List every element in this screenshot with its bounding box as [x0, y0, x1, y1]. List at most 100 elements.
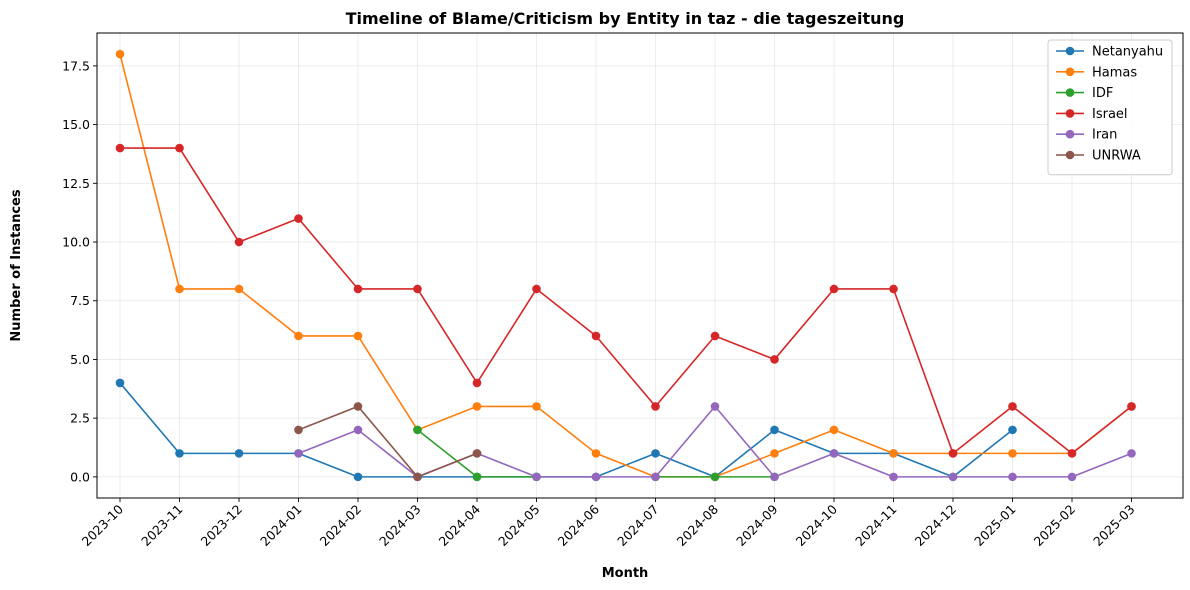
x-tick-label: 2023-10: [79, 501, 127, 549]
data-point: [1008, 472, 1017, 482]
data-point: [1008, 449, 1017, 458]
legend-marker: [1065, 109, 1075, 118]
data-point: [234, 237, 244, 247]
data-point: [353, 284, 363, 294]
data-point: [413, 472, 422, 482]
legend-marker: [1065, 46, 1075, 56]
data-point: [294, 425, 303, 435]
series-unrwa: [294, 402, 482, 482]
data-point: [413, 284, 422, 294]
legend-item-hamas: Hamas: [1056, 65, 1137, 80]
legend-label: UNRWA: [1092, 149, 1141, 164]
series-israel: [115, 143, 1136, 458]
y-tick-label: 10.0: [62, 235, 90, 250]
series-line: [298, 405, 478, 478]
data-point: [770, 472, 779, 482]
data-point: [472, 472, 482, 482]
data-point: [532, 284, 541, 294]
data-point: [472, 402, 482, 411]
x-tick-label: 2024-09: [733, 501, 781, 549]
data-point: [829, 425, 839, 435]
y-tick-label: 12.5: [62, 176, 90, 191]
data-point: [115, 378, 125, 388]
legend-marker: [1065, 129, 1075, 139]
data-point: [294, 331, 303, 341]
data-point: [1008, 425, 1017, 435]
data-point: [1067, 472, 1077, 482]
legend-marker: [1065, 67, 1075, 77]
data-point: [472, 378, 482, 388]
data-point: [353, 402, 363, 411]
data-point: [234, 284, 244, 294]
x-tick-label: 2024-12: [912, 502, 960, 550]
y-tick-label: 0.0: [70, 469, 90, 484]
data-point: [175, 143, 184, 153]
x-tick-label: 2024-07: [614, 502, 662, 550]
legend-label: Netanyahu: [1092, 45, 1163, 60]
legend-item-iran: Iran: [1056, 128, 1117, 143]
data-point: [651, 472, 660, 482]
legend-label: Israel: [1092, 107, 1128, 122]
legend-label: Hamas: [1092, 65, 1137, 80]
legend-label: IDF: [1092, 86, 1113, 101]
data-point: [651, 402, 660, 411]
x-axis: 2023-10 2023-11 2023-12 2024-01 2024-02 2024-…: [79, 498, 1138, 549]
grid: [97, 33, 1183, 498]
data-point: [353, 331, 363, 341]
data-point: [948, 449, 958, 458]
series-layer: [115, 49, 1136, 482]
data-point: [829, 449, 839, 458]
legend-item-unrwa: UNRWA: [1056, 149, 1141, 164]
data-point: [115, 143, 125, 153]
data-point: [353, 472, 363, 482]
data-point: [948, 472, 958, 482]
data-point: [175, 284, 184, 294]
x-tick-label: 2024-06: [555, 501, 603, 549]
data-point: [889, 284, 898, 294]
data-point: [651, 449, 660, 458]
x-axis-label: Month: [602, 566, 649, 581]
data-point: [234, 449, 244, 458]
x-tick-label: 2024-02: [317, 502, 365, 550]
x-tick-label: 2024-08: [674, 501, 722, 549]
x-tick-label: 2024-11: [852, 502, 900, 550]
series-hamas: [115, 49, 1136, 482]
y-tick-label: 5.0: [70, 352, 90, 367]
legend-label: Iran: [1092, 128, 1117, 143]
y-axis-label: Number of Instances: [9, 189, 24, 341]
x-tick-label: 2025-03: [1090, 502, 1138, 550]
data-point: [294, 214, 303, 223]
legend-item-netanyahu: Netanyahu: [1056, 45, 1163, 60]
data-point: [889, 472, 898, 482]
x-tick-label: 2025-01: [971, 502, 1019, 550]
data-point: [532, 402, 541, 411]
x-tick-label: 2023-11: [138, 502, 186, 550]
legend: Netanyahu Hamas IDF Israel Iran UNRWA: [1047, 39, 1173, 176]
data-point: [591, 472, 601, 482]
data-point: [1067, 449, 1077, 458]
y-tick-label: 2.5: [70, 411, 90, 426]
x-tick-label: 2024-10: [793, 501, 841, 549]
data-point: [710, 331, 720, 341]
data-point: [591, 331, 601, 341]
legend-item-israel: Israel: [1056, 107, 1128, 122]
chart-title: Timeline of Blame/Criticism by Entity in…: [346, 9, 905, 28]
legend-marker: [1065, 88, 1075, 97]
data-point: [591, 449, 601, 458]
x-tick-label: 2023-12: [198, 502, 246, 550]
data-point: [770, 449, 779, 458]
data-point: [710, 472, 720, 482]
y-tick-label: 17.5: [62, 58, 90, 73]
data-point: [294, 449, 303, 458]
plot-frame: [96, 32, 1184, 499]
data-point: [770, 355, 779, 364]
data-point: [829, 284, 839, 294]
data-point: [770, 425, 779, 435]
y-tick-label: 7.5: [70, 293, 90, 308]
data-point: [472, 449, 482, 458]
legend-marker: [1065, 150, 1075, 160]
series-line: [119, 53, 1132, 478]
x-tick-label: 2024-05: [495, 502, 543, 550]
legend-item-idf: IDF: [1056, 86, 1113, 101]
